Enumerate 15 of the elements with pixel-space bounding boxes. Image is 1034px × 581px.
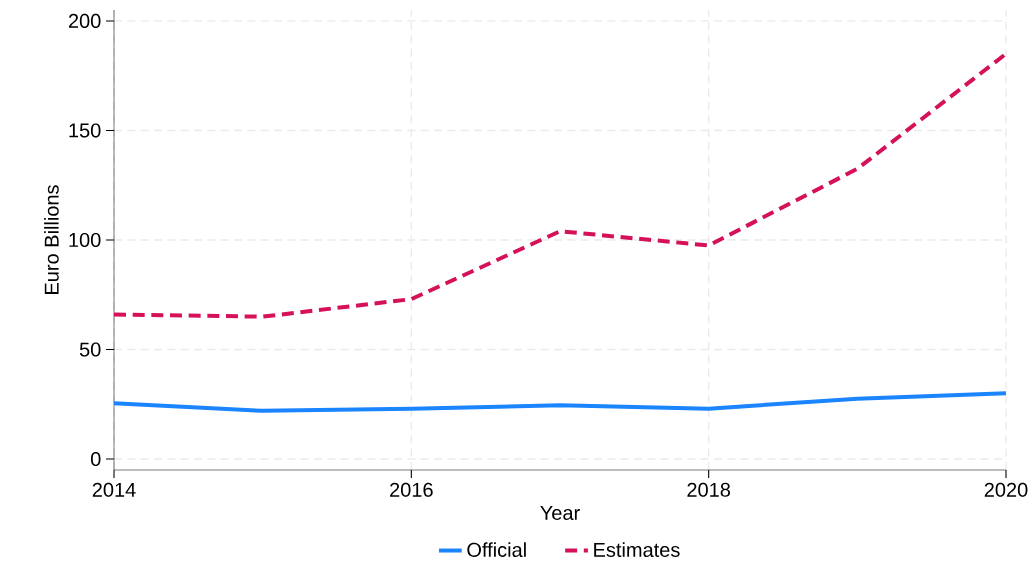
y-tick-label: 100 (69, 232, 101, 248)
x-tick-label: 2016 (390, 482, 433, 497)
y-tick-label: 150 (69, 123, 101, 138)
legend-label: Estimates (594, 542, 680, 557)
y-tick-label: 0 (90, 451, 101, 467)
x-tick-label: 2014 (92, 482, 136, 497)
line-series (112, 391, 1008, 413)
x-axis-title: Year (540, 506, 580, 520)
x-tick-label: 2018 (687, 482, 731, 497)
y-tick-label: 50 (79, 342, 101, 357)
line-series (112, 51, 1008, 319)
y-axis-title: Euro Billions (44, 185, 59, 294)
y-tick-label: 200 (68, 13, 101, 29)
legend-label: Official (467, 542, 526, 557)
x-tick-label: 2020 (984, 482, 1028, 497)
